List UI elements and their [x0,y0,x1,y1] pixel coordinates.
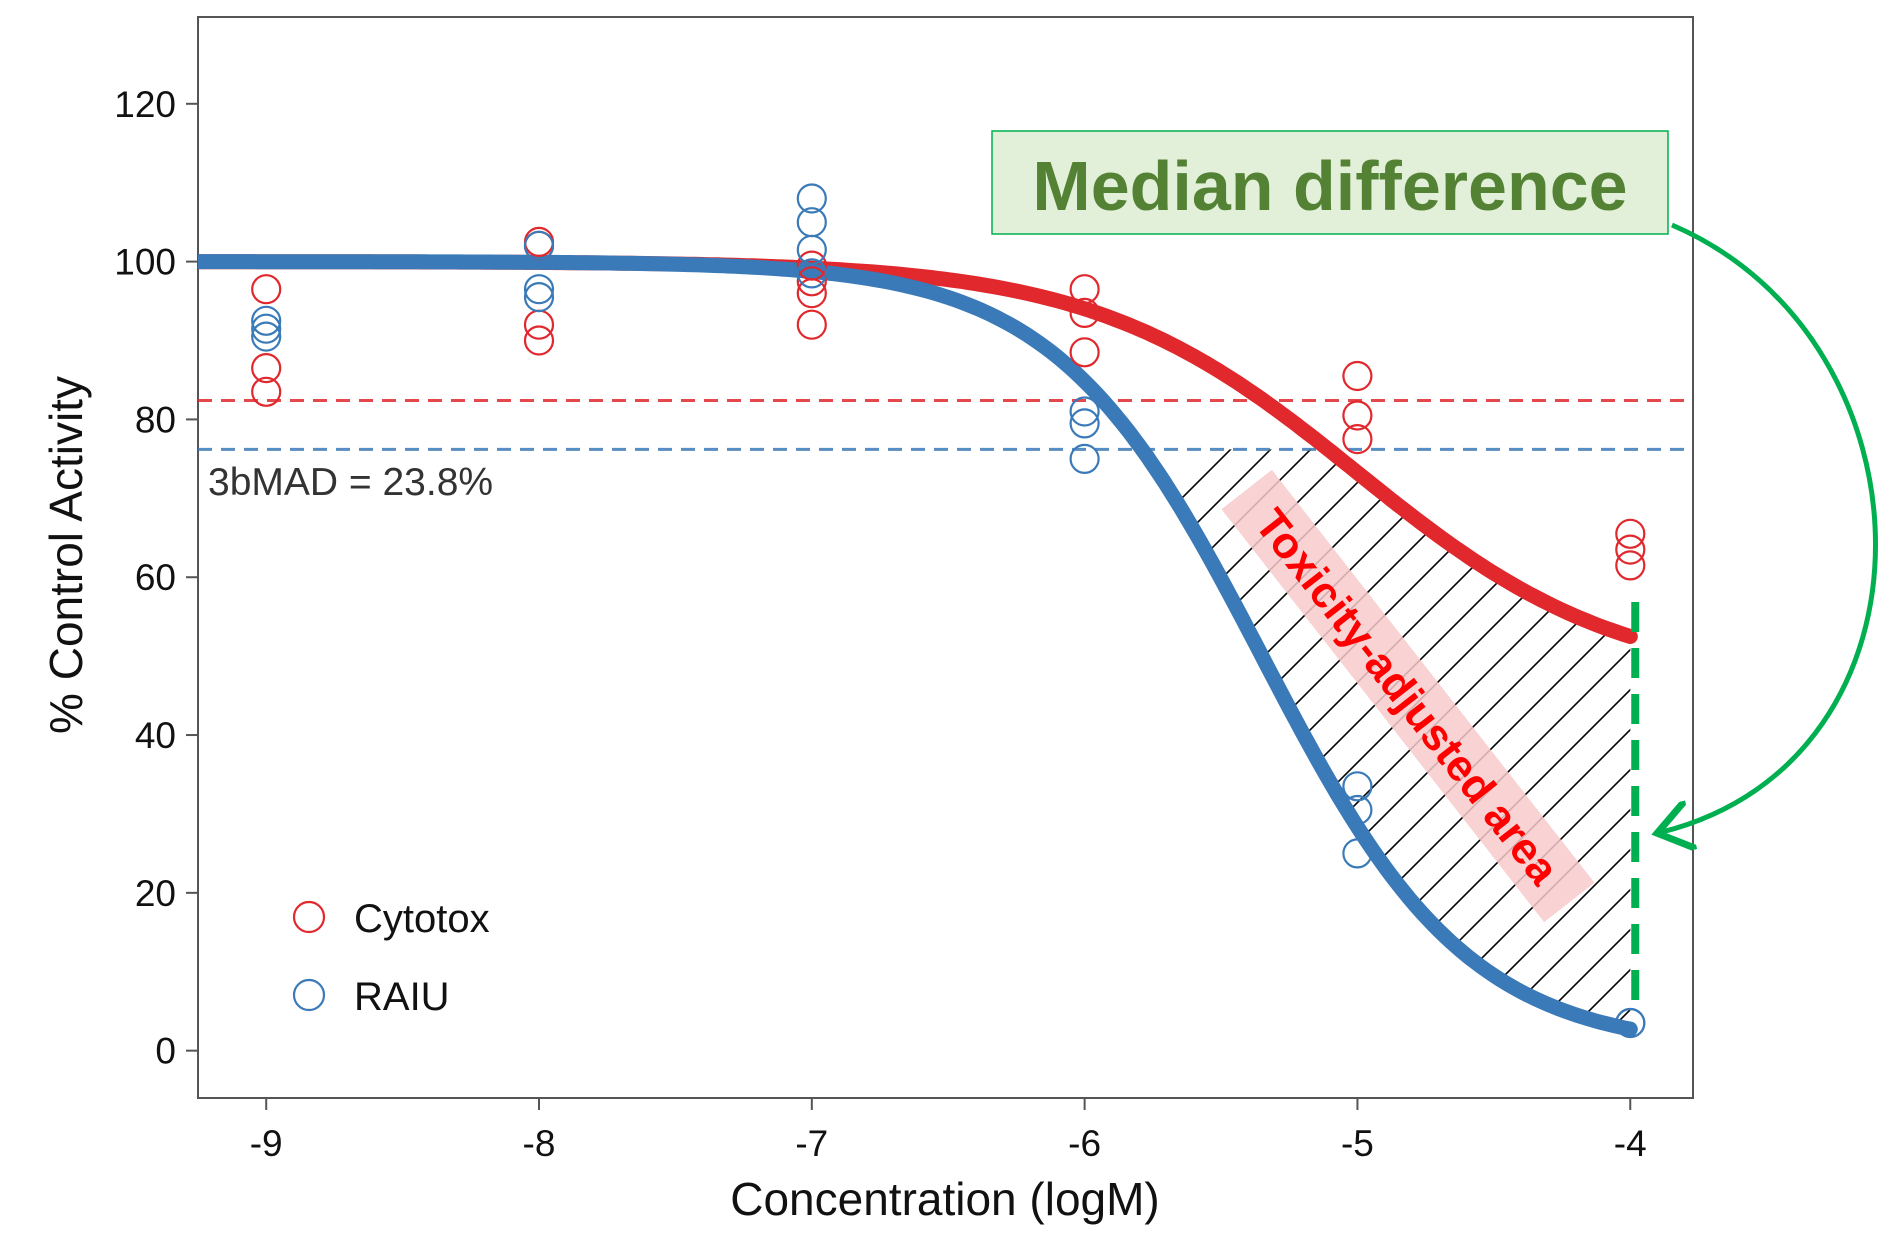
y-tick-label: 60 [135,557,176,598]
point-cytotox [1342,424,1373,455]
point-cytotox [251,353,282,384]
point-raiu [523,274,555,305]
hatch-line [1479,449,1631,1030]
point-raiu [523,230,555,261]
y-tick-label: 40 [135,715,176,756]
median-difference-callout-box [991,130,1669,235]
median-difference-callout: Median difference [1032,147,1627,225]
hatch-line [1880,380,1899,1080]
hatch-line [1142,449,1301,1030]
point-cytotox [796,266,827,297]
point-cytotox [796,278,827,309]
y-tick-label: 20 [135,873,176,914]
point-raiu [1069,443,1100,474]
point-cytotox [1069,337,1100,368]
legend-raiu-label: RAIU [354,975,450,1019]
hatch-line [1142,449,1341,1030]
point-raiu [251,313,282,344]
data-points [251,183,1646,1039]
hatch-line [1142,449,1421,1030]
point-raiu [251,321,282,352]
bmad-label: 3bMAD = 23.8% [208,461,493,504]
hatch-line [1399,449,1631,1030]
point-cytotox [1342,360,1373,392]
x-tick-label: -4 [1614,1123,1647,1164]
point-cytotox [1615,550,1646,581]
fit-curve-raiu [198,254,1638,1037]
x-tick-label: -8 [523,1123,556,1164]
point-raiu [1342,771,1373,802]
fit-curves [198,254,1638,1037]
point-cytotox [1069,274,1100,305]
legend-cytotox-label: Cytotox [354,897,490,941]
point-raiu [1615,1007,1646,1039]
point-raiu [796,183,827,214]
point-cytotox [251,274,282,305]
point-raiu [523,282,555,313]
point-raiu [1342,794,1373,826]
point-raiu [1069,408,1100,439]
y-tick-label: 0 [155,1031,176,1072]
hatch-line [1439,449,1631,1030]
point-cytotox [1615,518,1646,549]
y-tick-label: 100 [114,242,176,283]
point-raiu [1069,396,1100,427]
x-tick-label: -5 [1341,1123,1374,1164]
median-difference-arrow [1662,222,1878,832]
toxicity-area-label-box [1221,469,1595,923]
threshold-lines [198,398,1693,451]
point-raiu [251,305,282,336]
hatch-line [1680,380,1899,1080]
x-axis-ticks: -9 -8 -7 -6 -5 -4 [250,1098,1647,1164]
point-cytotox [1069,297,1100,328]
point-cytotox [1342,400,1373,431]
point-cytotox [1615,534,1646,565]
x-tick-label: -7 [795,1123,828,1164]
y-axis-ticks: 0 20 40 60 80 100 120 [114,84,198,1072]
x-tick-label: -9 [250,1123,283,1164]
point-cytotox [523,325,555,356]
hatch-line [1142,449,1461,1030]
point-cytotox [251,376,282,407]
hatch-line [1760,380,1899,1080]
x-axis-title: Concentration (logM) [730,1173,1160,1225]
point-raiu [1342,838,1373,869]
x-tick-label: -6 [1068,1123,1101,1164]
legend: Cytotox RAIU [292,897,490,1019]
legend-cytotox-marker [292,900,326,934]
y-tick-label: 80 [135,399,176,440]
point-cytotox [796,309,827,340]
legend-raiu-marker [292,978,326,1012]
y-tick-label: 120 [114,84,176,125]
y-axis-title: % Control Activity [40,376,92,734]
point-raiu [796,258,827,289]
point-raiu [796,234,827,265]
